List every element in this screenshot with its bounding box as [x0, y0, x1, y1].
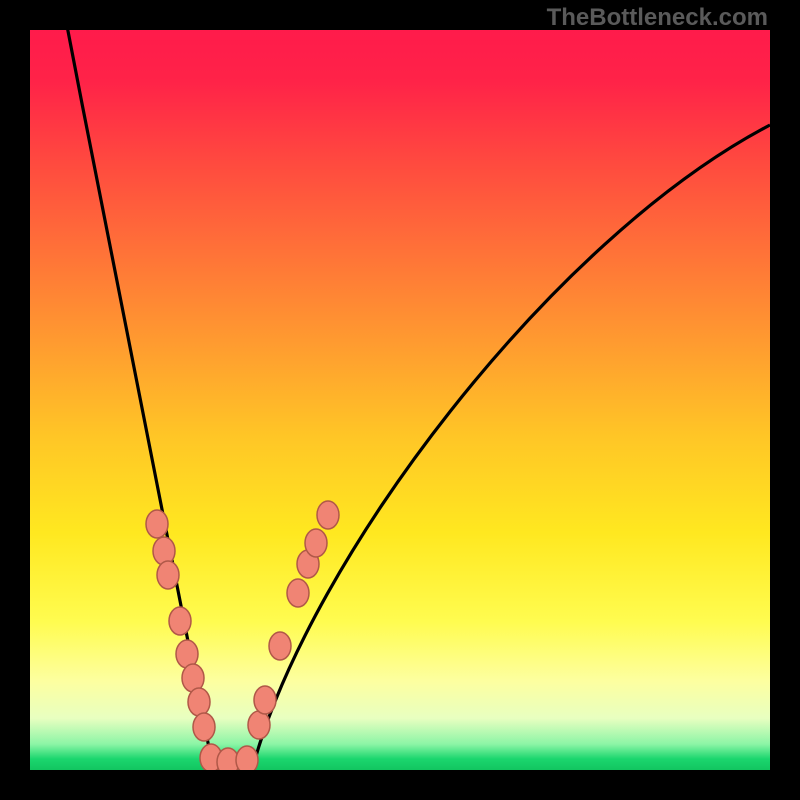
chart-container: TheBottleneck.com: [0, 0, 800, 800]
plot-frame: [0, 0, 800, 800]
watermark-text: TheBottleneck.com: [547, 4, 768, 32]
